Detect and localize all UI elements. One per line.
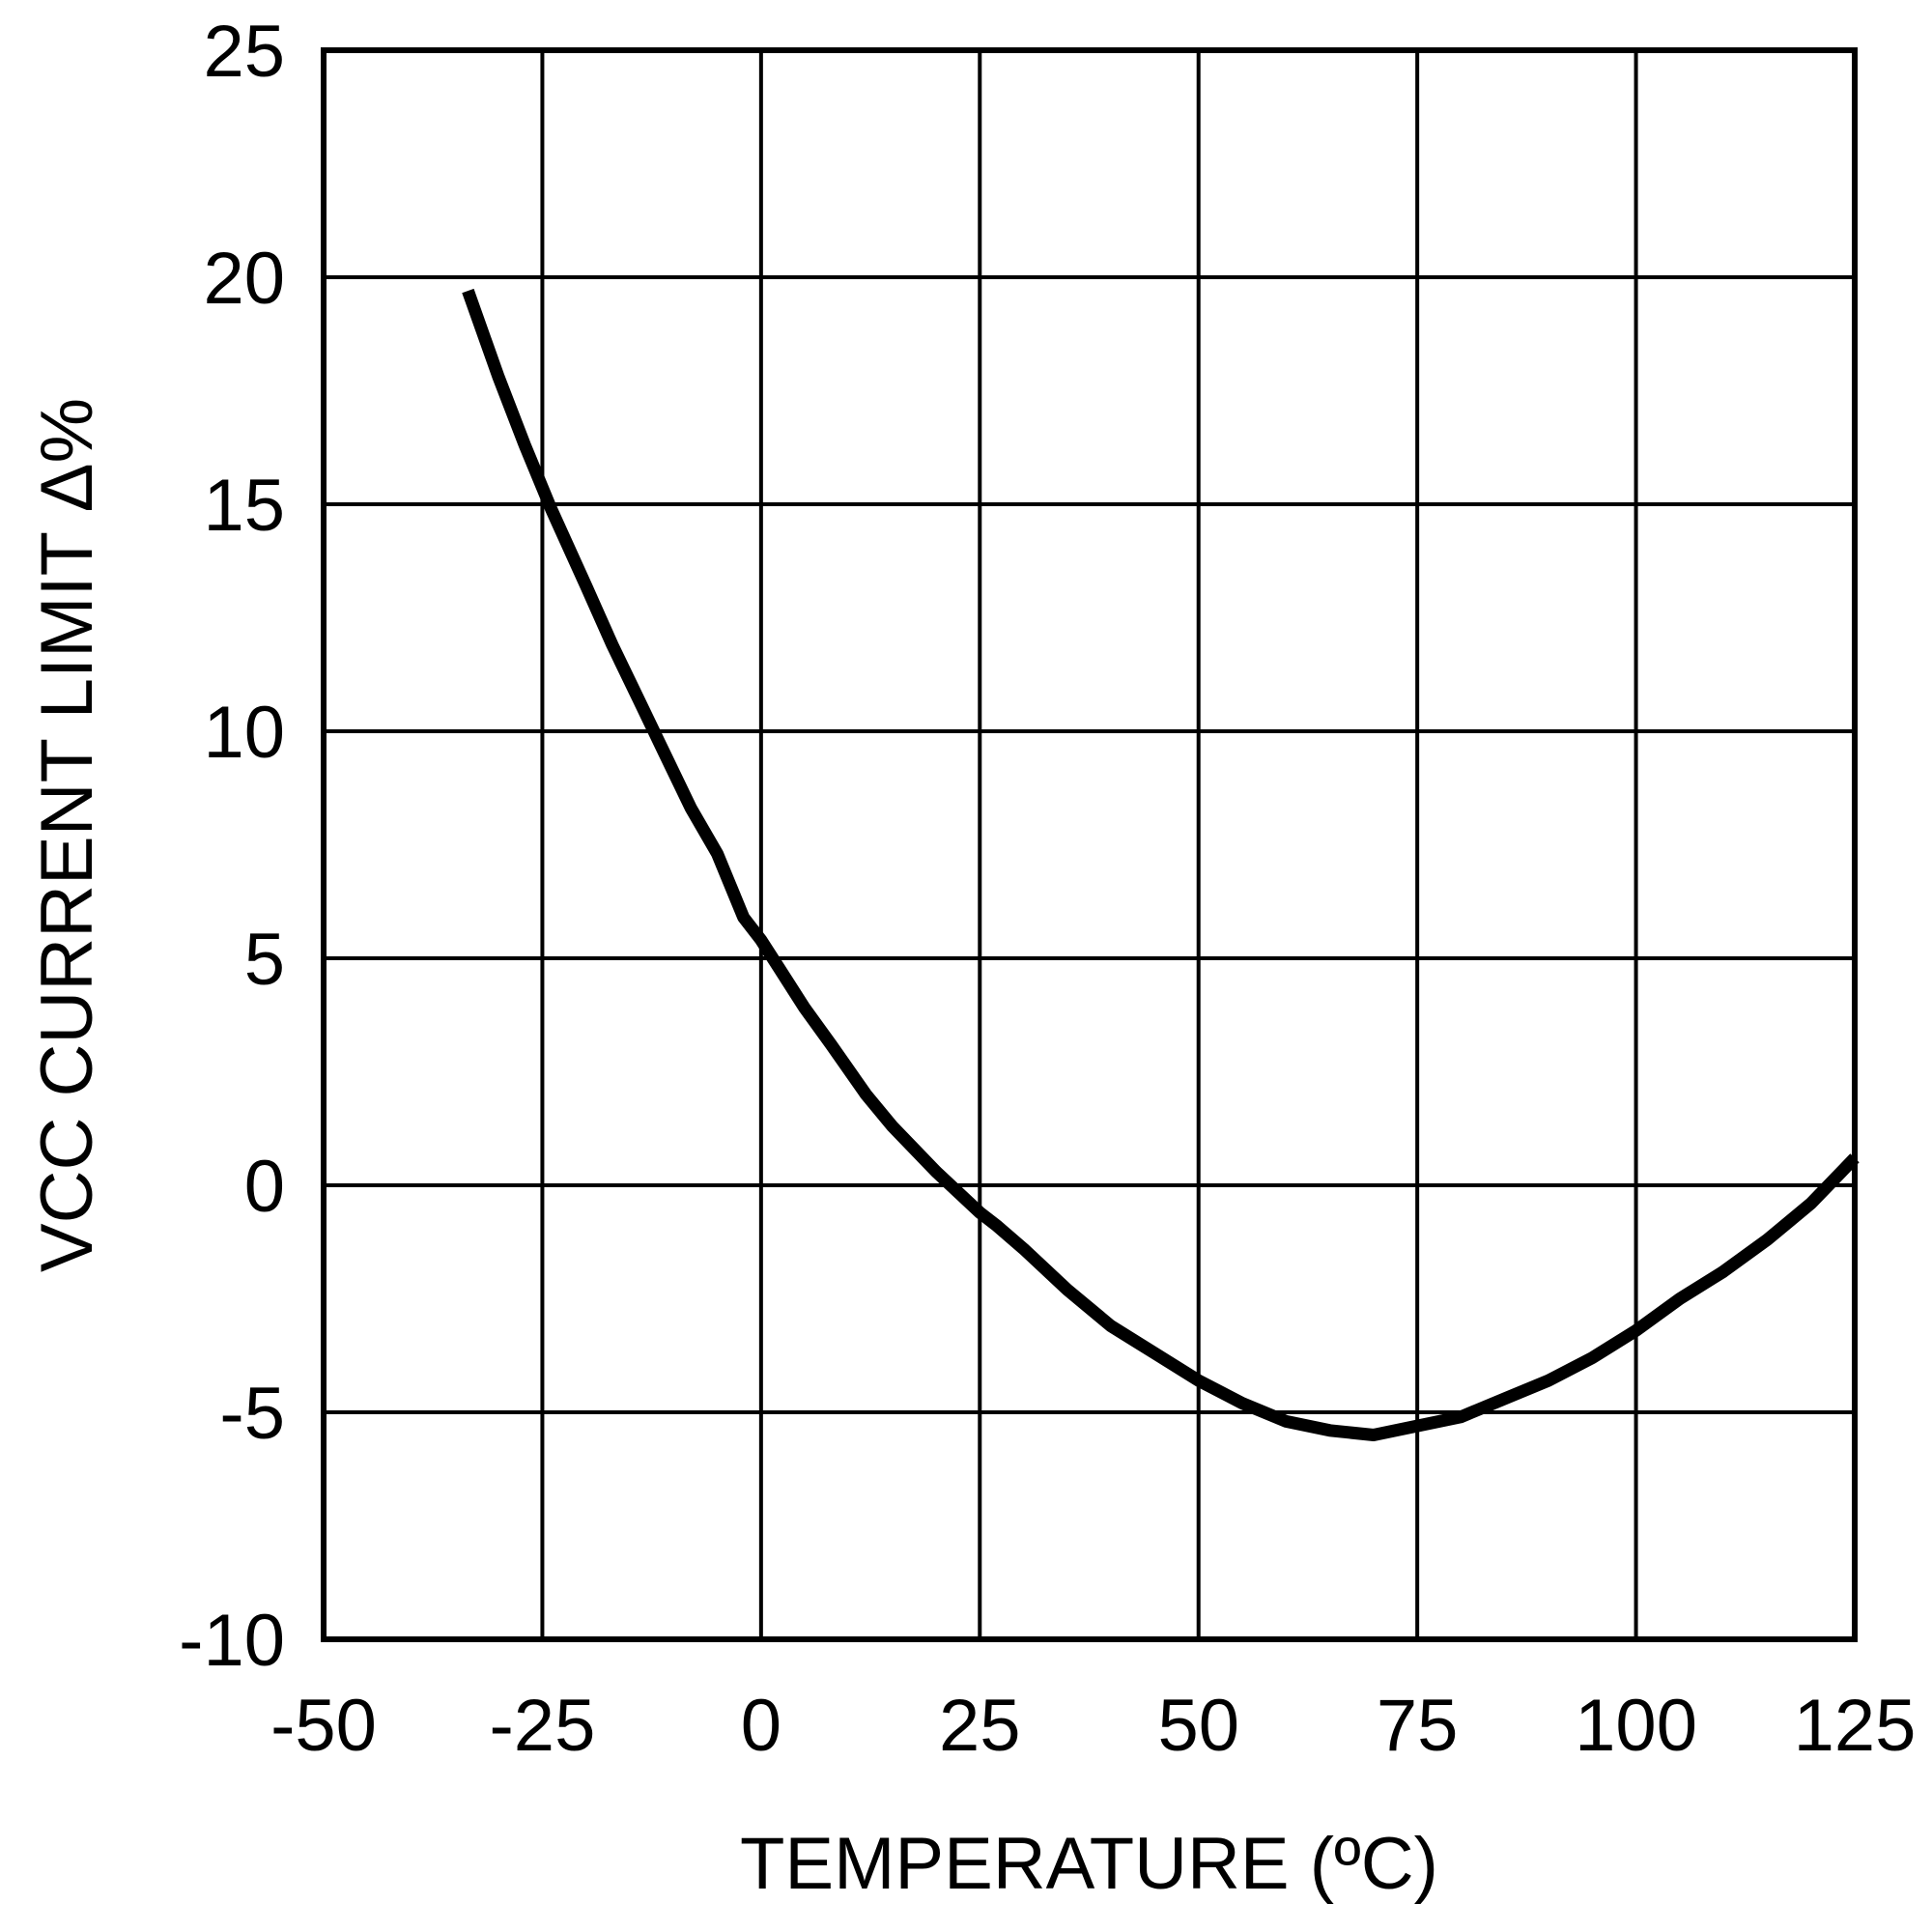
x-tick-label: 100 <box>1575 1685 1697 1767</box>
y-tick-label: 20 <box>203 238 285 320</box>
x-tick-label: 50 <box>1157 1685 1239 1767</box>
x-axis-tick-labels: -50 -25 0 25 50 75 100 125 <box>270 1685 1916 1767</box>
x-tick-label: 25 <box>939 1685 1021 1767</box>
y-tick-label: 25 <box>203 11 285 93</box>
y-tick-label: -10 <box>179 1600 285 1682</box>
x-tick-label: -50 <box>270 1685 377 1767</box>
x-tick-label: 0 <box>741 1685 781 1767</box>
x-tick-label: 75 <box>1377 1685 1459 1767</box>
y-axis-tick-labels: -10 -5 0 5 10 15 20 25 <box>179 11 285 1682</box>
series-line <box>462 288 1860 1441</box>
y-tick-label: 5 <box>244 919 285 1001</box>
plot-frame <box>321 47 1858 1642</box>
x-tick-label: 125 <box>1794 1685 1917 1767</box>
y-axis-title: VCC CURRENT LIMIT Δ% <box>26 398 108 1272</box>
y-tick-label: 10 <box>203 692 285 774</box>
y-tick-label: -5 <box>219 1373 285 1455</box>
y-tick-label: 15 <box>203 465 285 547</box>
x-axis-title: TEMPERATURE (ºC) <box>740 1823 1438 1905</box>
y-tick-label: 0 <box>244 1146 285 1228</box>
x-tick-label: -25 <box>490 1685 596 1767</box>
grid-lines <box>324 50 1855 1639</box>
data-series-layer <box>462 288 1860 1441</box>
